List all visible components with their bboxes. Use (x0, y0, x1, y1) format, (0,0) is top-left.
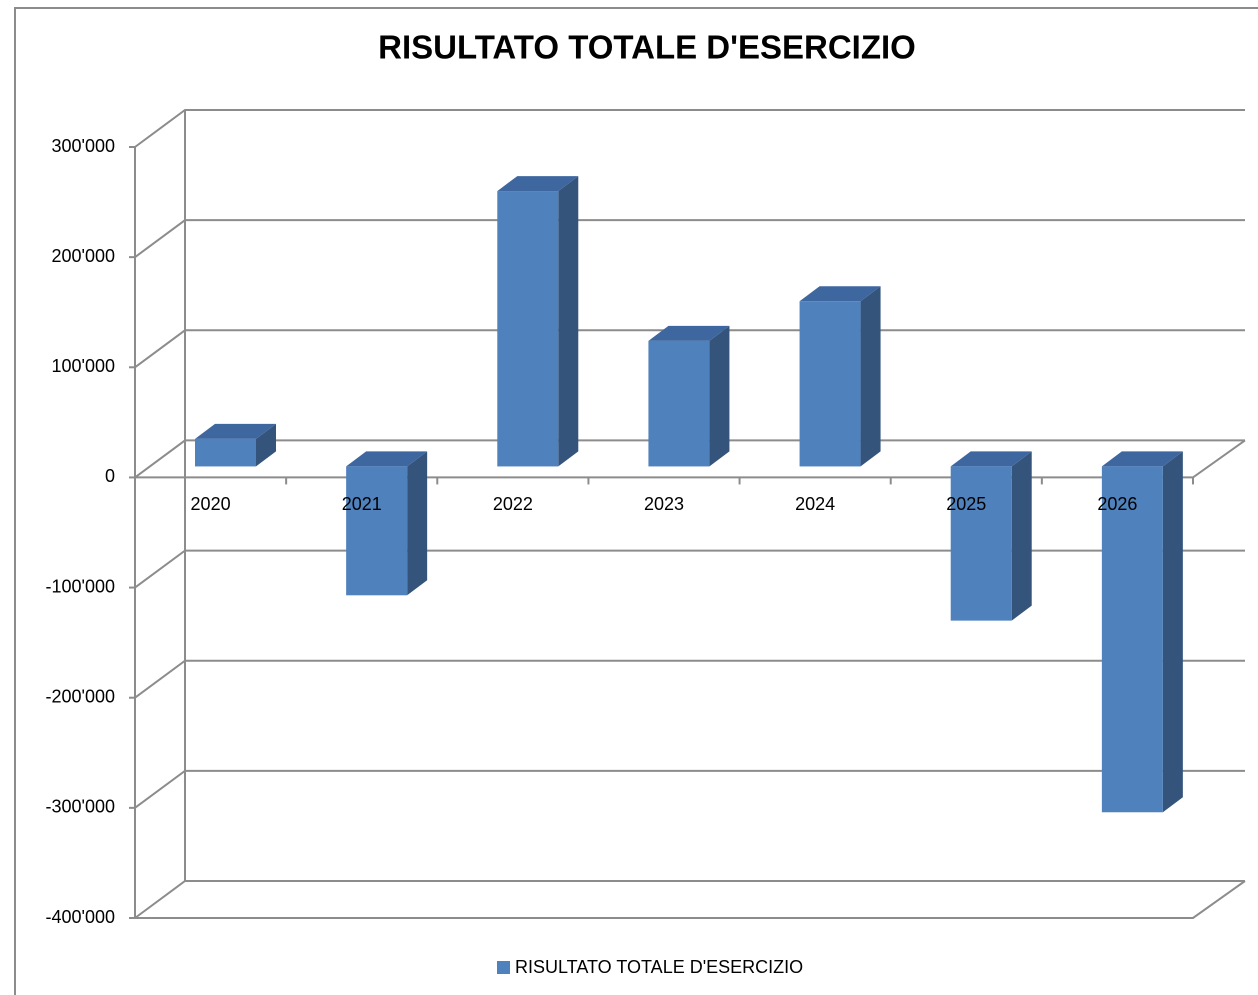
bar-top (799, 286, 881, 302)
bar-front (1101, 466, 1163, 813)
y-tick-label: -200'000 (46, 686, 116, 706)
bar-front (497, 191, 559, 467)
bar-side (256, 423, 276, 467)
y-tick-label: 300'000 (51, 136, 115, 156)
x-tick-label: 2026 (1097, 494, 1137, 514)
legend-label: RISULTATO TOTALE D'ESERCIZIO (515, 957, 803, 977)
bar-top (195, 423, 276, 439)
grid-line (134, 109, 1245, 148)
bar-top (497, 176, 579, 192)
x-tick-label: 2021 (342, 494, 382, 514)
x-tick-label: 2024 (795, 494, 835, 514)
bar (799, 286, 881, 467)
bar (195, 423, 276, 467)
bar-side (407, 451, 428, 596)
bar-front (799, 301, 861, 467)
bar (346, 451, 428, 596)
bar-top (346, 451, 428, 467)
x-tick-label: 2025 (946, 494, 986, 514)
x-tick-label: 2023 (644, 494, 684, 514)
y-tick-label: -300'000 (46, 797, 116, 817)
grid-line (134, 439, 1245, 479)
bar-side (558, 176, 579, 467)
bar-top (950, 451, 1032, 467)
bar-front (346, 466, 408, 596)
grid-line (134, 219, 1245, 258)
bar-top (648, 325, 730, 341)
chart-border (14, 7, 1258, 995)
grid-line (134, 880, 1245, 919)
y-tick-label: 200'000 (51, 246, 115, 266)
y-tick-label: 0 (105, 466, 115, 486)
y-tick-label: -400'000 (46, 907, 116, 927)
chart-title: RISULTATO TOTALE D'ESERCIZIO (378, 29, 916, 66)
bar-front (950, 466, 1012, 621)
bar-side (1011, 451, 1032, 621)
bar-front (648, 340, 710, 467)
bar-front (195, 438, 256, 467)
floor (135, 880, 1246, 919)
x-tick-label: 2020 (191, 494, 231, 514)
bar-side (860, 286, 881, 467)
y-tick-label: -100'000 (46, 576, 116, 596)
bar (1101, 451, 1183, 813)
y-tick-label: 100'000 (51, 356, 115, 376)
grid-line (134, 769, 1245, 809)
grid-line (134, 329, 1245, 369)
grid-line (134, 549, 1245, 589)
bar-side (709, 325, 730, 467)
bar (648, 325, 730, 467)
x-tick-label: 2022 (493, 494, 533, 514)
legend-swatch (497, 961, 510, 974)
bar (950, 451, 1032, 621)
grid-line (134, 659, 1245, 699)
bar-side (1162, 451, 1183, 813)
bar (497, 176, 579, 467)
bar-top (1101, 451, 1183, 467)
